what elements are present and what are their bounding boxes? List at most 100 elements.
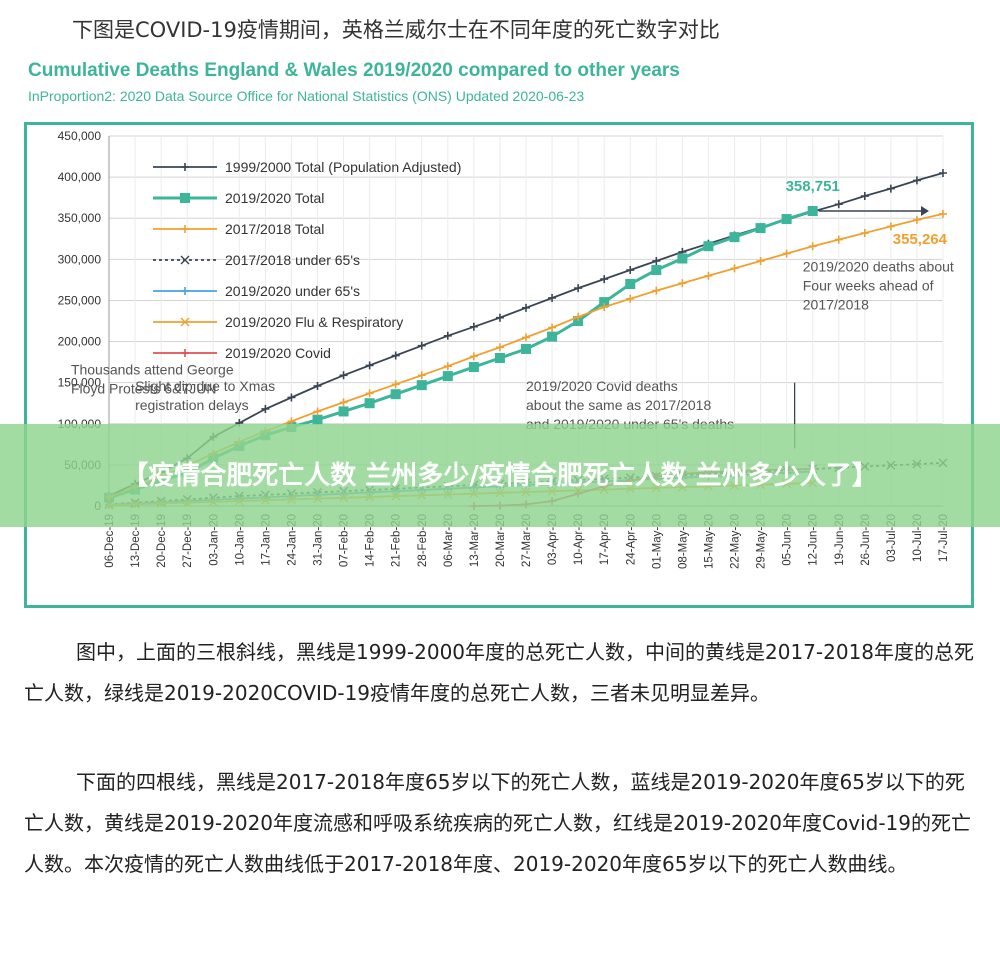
series-point-2: [287, 417, 296, 426]
series-point-2: [443, 362, 452, 371]
legend-marker: [181, 163, 189, 171]
y-tick-label: 450,000: [58, 129, 102, 143]
legend-marker: [180, 255, 190, 265]
legend-marker: [180, 193, 190, 203]
series-point-0: [443, 331, 452, 340]
x-tick-label: 20-Dec-19: [156, 514, 168, 568]
legend-label: 1999/2000 Total (Population Adjusted): [225, 159, 461, 175]
series-point-0: [834, 200, 843, 209]
x-tick-label: 01-May-20: [651, 514, 663, 569]
legend-marker: [180, 317, 190, 327]
annotation-text: 2019/2020 deaths about: [803, 259, 954, 275]
series-point-1: [677, 253, 688, 264]
series-point-1: [494, 353, 505, 363]
x-tick-label: 15-May-20: [703, 514, 715, 569]
series-point-2: [574, 312, 583, 321]
y-tick-label: 250,000: [58, 293, 102, 307]
series-point-0: [939, 169, 947, 177]
series-point-1: [547, 331, 558, 342]
series-point-1: [312, 414, 323, 425]
x-tick-label: 29-May-20: [756, 514, 768, 569]
series-point-2: [652, 286, 661, 295]
series-point-0: [495, 313, 504, 322]
annotation-text: 2019/2020 Covid deaths: [526, 378, 678, 394]
legend-label: 2017/2018 Total: [225, 221, 324, 237]
x-tick-label: 28-Feb-20: [417, 514, 429, 567]
chart-frame: 050,000100,000150,000200,000250,000300,0…: [24, 122, 974, 608]
annotation-text: Slight dip due to Xmas: [135, 378, 275, 394]
series-point-0: [417, 341, 426, 350]
series-point-0: [860, 192, 869, 201]
series-point-1: [651, 265, 662, 276]
x-tick-label: 06-Dec-19: [104, 514, 116, 568]
legend-label: 2019/2020 Covid: [225, 345, 331, 361]
series-point-2: [730, 264, 739, 273]
series-point-2: [782, 249, 791, 258]
annotation-text: 2017/2018: [803, 297, 869, 313]
series-point-1: [573, 316, 584, 326]
annotation-text: registration delays: [135, 397, 249, 413]
series-point-1: [364, 398, 375, 409]
series-point-0: [339, 371, 348, 380]
series-point-1: [729, 232, 740, 243]
legend-marker: [181, 225, 189, 233]
series-point-2: [808, 242, 817, 251]
series-point-1: [781, 214, 792, 225]
series-point-2: [313, 407, 322, 416]
chart-subtitle: InProportion2: 2020 Data Source Office f…: [28, 88, 585, 104]
series-point-2: [912, 215, 921, 224]
series-point-0: [548, 293, 557, 302]
series-point-0: [626, 266, 635, 275]
data-label: 358,751: [786, 178, 840, 195]
annotation-text: Floyd Protests 6&7JUN: [71, 380, 217, 396]
series-point-0: [522, 303, 530, 312]
series-point-1: [468, 362, 479, 373]
series-point-2: [939, 209, 947, 218]
x-tick-label: 07-Feb-20: [339, 514, 351, 567]
legend-label: 2019/2020 under 65's: [225, 283, 360, 299]
legend-marker: [181, 349, 189, 357]
series-point-1: [703, 241, 714, 252]
y-tick-label: 400,000: [58, 170, 102, 184]
annotation-text: about the same as 2017/2018: [526, 397, 711, 413]
x-tick-label: 22-May-20: [730, 514, 742, 569]
series-point-0: [391, 351, 400, 360]
series-point-2: [469, 352, 478, 361]
x-tick-label: 21-Feb-20: [391, 514, 403, 567]
annotation-text: Four weeks ahead of: [803, 278, 934, 294]
series-point-2: [365, 389, 374, 398]
series-point-1: [390, 389, 401, 400]
series-point-0: [600, 275, 609, 284]
series-point-0: [261, 404, 270, 413]
x-tick-label: 08-May-20: [677, 514, 689, 569]
series-point-2: [495, 343, 504, 352]
x-tick-label: 20-Mar-20: [495, 514, 507, 567]
series-point-2: [860, 229, 869, 238]
legend-label: 2019/2020 Total: [225, 190, 324, 206]
annotation-text: Thousands attend George: [71, 361, 234, 377]
chart-title: Cumulative Deaths England & Wales 2019/2…: [28, 60, 680, 81]
series-point-0: [313, 381, 322, 390]
gap-arrowhead: [921, 206, 929, 217]
series-point-0: [287, 393, 296, 402]
series-point-0: [365, 361, 374, 370]
series-point-2: [678, 279, 687, 288]
legend-marker: [181, 287, 189, 295]
series-point-2: [417, 371, 426, 380]
y-tick-label: 350,000: [58, 211, 102, 225]
series-point-2: [704, 271, 713, 280]
x-tick-label: 14-Feb-20: [365, 514, 377, 567]
series-point-1: [755, 223, 766, 234]
series-point-0: [652, 256, 661, 265]
paragraph-1: 图中，上面的三根斜线，黑线是1999-2000年度的总死亡人数，中间的黄线是20…: [24, 640, 975, 705]
y-tick-label: 300,000: [58, 252, 102, 266]
series-point-2: [756, 256, 765, 265]
series-point-1: [442, 371, 453, 382]
x-tick-label: 13-Dec-19: [130, 514, 142, 568]
series-point-1: [599, 297, 610, 308]
x-tick-label: 27-Dec-19: [182, 514, 194, 568]
x-tick-label: 27-Mar-20: [521, 514, 533, 567]
legend-label: 2019/2020 Flu & Respiratory: [225, 314, 403, 330]
series-point-0: [912, 176, 921, 185]
series-point-1: [807, 206, 818, 217]
